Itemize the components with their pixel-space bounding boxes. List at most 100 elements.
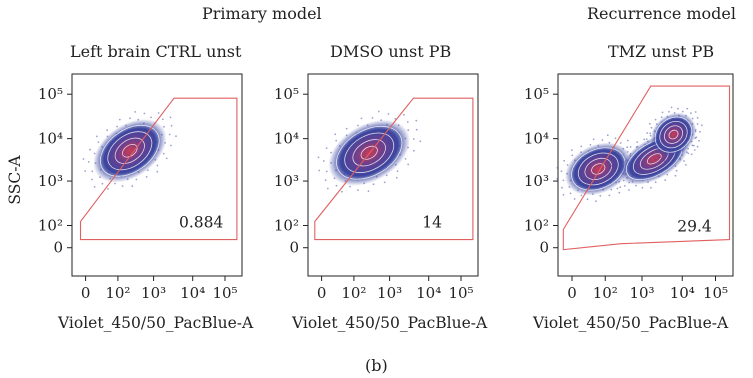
event-dot <box>322 160 325 162</box>
event-dot <box>696 123 699 125</box>
event-dot <box>601 139 604 141</box>
y-tick-label: 10⁴ <box>274 130 299 148</box>
event-dot <box>162 152 165 155</box>
event-dot <box>82 158 85 160</box>
event-dot <box>334 133 337 136</box>
event-dot <box>701 124 703 127</box>
contour-line <box>107 131 153 171</box>
x-tick-label: 10³ <box>629 284 654 302</box>
event-dot <box>403 113 405 116</box>
event-dot <box>690 112 692 115</box>
y-tick-label: 0 <box>53 239 63 257</box>
contour-line <box>659 120 688 149</box>
event-dot <box>645 138 648 141</box>
event-dot <box>91 178 93 181</box>
event-dot <box>114 182 116 185</box>
event-dot <box>606 134 609 137</box>
event-dot <box>674 174 677 177</box>
event-dot <box>345 127 348 130</box>
group-title-recurrence: Recurrence model <box>587 4 736 23</box>
event-dot <box>560 170 563 173</box>
y-tick-label: 0 <box>539 239 549 257</box>
contour-line <box>344 132 395 173</box>
plot-dmso: 14 10⁵ 10⁴ 10³ 10² 0 0 10² 10³ 10⁴ 10⁵ <box>274 73 479 302</box>
event-dot <box>661 111 664 114</box>
plot-tmz: 29.4 10⁵ 10⁴ 10³ 10² 0 0 10² 10³ 10⁴ 10⁵ <box>524 73 734 302</box>
event-dot <box>556 166 559 169</box>
event-dot <box>654 181 657 184</box>
x-tick-label: 10³ <box>141 284 166 302</box>
event-dot <box>325 147 328 150</box>
contour-line <box>571 147 626 191</box>
event-dot <box>357 124 359 127</box>
contour-line <box>122 144 138 158</box>
event-dot <box>649 132 652 135</box>
event-dot <box>157 112 160 114</box>
event-dot <box>635 184 637 187</box>
event-dot <box>571 154 574 157</box>
event-dot <box>690 153 693 156</box>
event-dot <box>412 138 415 140</box>
event-dot <box>672 158 675 161</box>
event-dot <box>93 186 96 188</box>
event-dot <box>561 186 563 189</box>
gate-percentage: 29.4 <box>677 218 712 236</box>
x-axis-label-1: Violet_450/50_PacBlue-A <box>58 314 254 332</box>
event-dot <box>699 130 701 133</box>
event-dot <box>650 186 652 189</box>
event-dot <box>407 163 410 166</box>
event-dot <box>121 185 124 188</box>
event-dot <box>134 111 137 113</box>
event-dot <box>670 106 673 109</box>
plot-left-brain-ctrl: 0.884 10⁵ 10⁴ 10³ 10² 0 0 10² 10³ 10⁴ 10⁵ <box>38 73 243 302</box>
event-dot <box>383 181 386 184</box>
event-dot <box>175 135 177 138</box>
x-tick-label: 10⁵ <box>448 284 473 302</box>
y-tick-label: 10³ <box>524 172 549 190</box>
contour-line <box>646 153 662 165</box>
event-dot <box>648 122 651 125</box>
event-dot <box>404 158 407 160</box>
x-tick-label: 0 <box>81 284 91 302</box>
event-dot <box>614 137 617 140</box>
contour-line <box>360 145 378 160</box>
event-dot <box>668 110 670 113</box>
y-tick-label: 10⁵ <box>274 85 299 103</box>
event-dot <box>406 121 409 123</box>
event-dot <box>696 145 699 148</box>
event-dot <box>615 167 617 170</box>
y-tick-label: 10² <box>524 217 549 235</box>
event-dot <box>570 149 573 152</box>
event-dot <box>586 198 589 201</box>
event-dot <box>129 117 131 120</box>
event-dot <box>91 170 94 173</box>
event-dot <box>317 156 320 159</box>
event-dot <box>698 139 700 142</box>
event-dot <box>156 164 159 167</box>
event-dot <box>170 144 172 147</box>
x-tick-label: 10² <box>341 284 366 302</box>
event-dot <box>89 148 91 151</box>
x-tick-label: 0 <box>317 284 327 302</box>
event-dot <box>650 126 653 129</box>
gate-polygon <box>562 85 731 251</box>
x-tick-label: 10⁵ <box>703 284 728 302</box>
event-dot <box>654 158 657 161</box>
event-dot <box>360 117 363 120</box>
x-tick-label: 0 <box>567 284 577 302</box>
gate-percentage: 0.884 <box>179 214 224 232</box>
plot-title-dmso: DMSO unst PB <box>330 42 452 61</box>
event-dot <box>694 111 697 113</box>
contour-line <box>577 152 619 186</box>
y-tick-label: 10⁵ <box>524 85 549 103</box>
contour-line <box>584 157 612 180</box>
y-tick-label: 10² <box>38 217 63 235</box>
event-dot <box>616 187 619 190</box>
panel-label: (b) <box>365 356 388 375</box>
event-dot <box>683 160 685 162</box>
event-dot <box>415 119 418 122</box>
event-dot <box>395 176 398 179</box>
x-tick-label: 10² <box>593 284 618 302</box>
event-dot <box>592 138 595 141</box>
event-dot <box>623 185 626 187</box>
